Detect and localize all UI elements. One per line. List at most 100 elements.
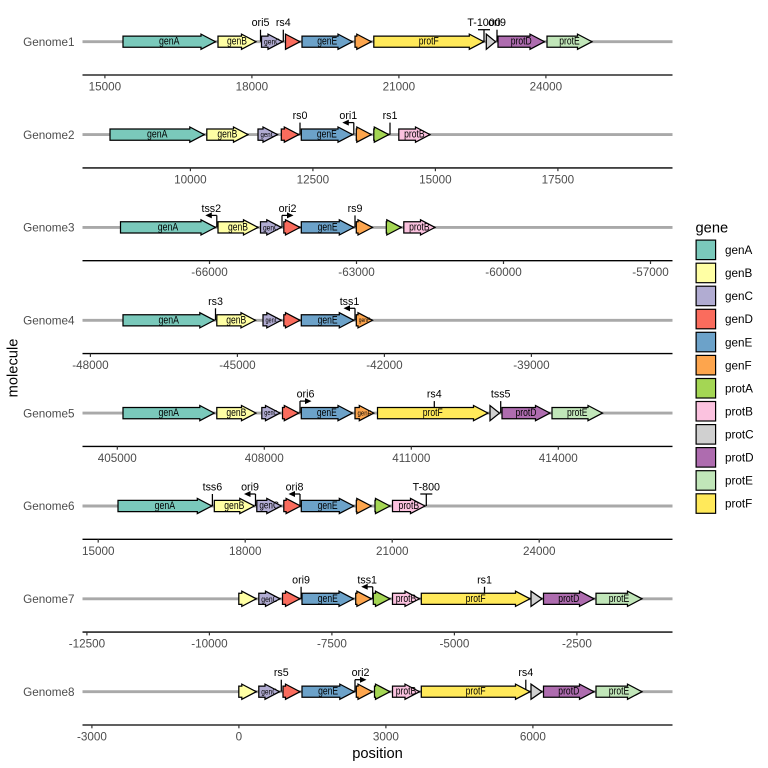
svg-text:genB: genB bbox=[224, 500, 244, 512]
svg-text:genA: genA bbox=[147, 129, 168, 141]
svg-text:protB: protB bbox=[396, 593, 417, 605]
svg-text:15000: 15000 bbox=[82, 545, 115, 558]
svg-text:tss5: tss5 bbox=[491, 389, 511, 401]
svg-text:T-800: T-800 bbox=[413, 482, 440, 494]
svg-text:gene: gene bbox=[696, 221, 729, 237]
svg-text:protE: protE bbox=[567, 407, 588, 419]
svg-text:-39000: -39000 bbox=[513, 359, 550, 372]
svg-text:position: position bbox=[352, 746, 403, 762]
svg-text:tss1: tss1 bbox=[340, 296, 360, 308]
svg-text:24000: 24000 bbox=[523, 545, 556, 558]
svg-text:genE: genE bbox=[317, 36, 337, 48]
svg-text:genC: genC bbox=[263, 222, 279, 232]
svg-text:-60000: -60000 bbox=[485, 266, 522, 279]
svg-text:-10000: -10000 bbox=[191, 638, 228, 651]
svg-text:rs1: rs1 bbox=[383, 110, 398, 122]
svg-text:protA: protA bbox=[725, 382, 753, 395]
svg-text:genE: genE bbox=[317, 129, 337, 141]
svg-text:-48000: -48000 bbox=[72, 359, 109, 372]
svg-text:genC: genC bbox=[264, 409, 277, 417]
svg-text:rs0: rs0 bbox=[293, 110, 308, 122]
svg-text:-45000: -45000 bbox=[219, 359, 256, 372]
svg-text:genB: genB bbox=[228, 221, 248, 233]
svg-text:Genome7: Genome7 bbox=[23, 593, 74, 606]
svg-text:408000: 408000 bbox=[245, 452, 285, 465]
svg-text:genB: genB bbox=[227, 36, 247, 48]
svg-text:genF: genF bbox=[359, 317, 370, 324]
svg-text:Genome5: Genome5 bbox=[23, 407, 75, 420]
svg-text:protC: protC bbox=[725, 429, 754, 442]
svg-text:protF: protF bbox=[725, 498, 752, 511]
svg-text:Genome2: Genome2 bbox=[23, 129, 74, 142]
svg-text:protB: protB bbox=[725, 406, 753, 419]
svg-text:genE: genE bbox=[318, 686, 338, 698]
svg-text:-7500: -7500 bbox=[317, 638, 347, 651]
svg-text:genC: genC bbox=[265, 316, 278, 324]
svg-text:protD: protD bbox=[516, 407, 537, 419]
svg-text:genB: genB bbox=[226, 407, 246, 419]
svg-text:protD: protD bbox=[558, 593, 579, 605]
svg-text:genE: genE bbox=[318, 221, 338, 233]
svg-text:genC: genC bbox=[261, 594, 277, 604]
svg-text:24000: 24000 bbox=[530, 81, 563, 94]
svg-text:rs4: rs4 bbox=[276, 17, 291, 29]
svg-text:genE: genE bbox=[318, 593, 338, 605]
svg-text:12500: 12500 bbox=[297, 173, 330, 186]
svg-text:protE: protE bbox=[609, 686, 630, 698]
svg-text:ori2: ori2 bbox=[352, 667, 370, 679]
svg-text:genA: genA bbox=[158, 221, 179, 233]
svg-text:-12500: -12500 bbox=[69, 638, 106, 651]
svg-text:3000: 3000 bbox=[373, 731, 400, 744]
svg-text:genB: genB bbox=[217, 129, 237, 141]
svg-text:ori2: ori2 bbox=[279, 203, 297, 215]
svg-text:genC: genC bbox=[725, 290, 753, 303]
svg-text:6000: 6000 bbox=[520, 731, 547, 744]
svg-text:18000: 18000 bbox=[229, 545, 262, 558]
svg-text:protE: protE bbox=[609, 593, 630, 605]
svg-text:tss2: tss2 bbox=[201, 203, 221, 215]
svg-text:genB: genB bbox=[725, 267, 753, 280]
svg-text:17500: 17500 bbox=[542, 173, 575, 186]
svg-text:protE: protE bbox=[559, 36, 580, 48]
svg-text:protD: protD bbox=[558, 686, 579, 698]
svg-text:rs1: rs1 bbox=[477, 574, 492, 586]
svg-text:tss6: tss6 bbox=[203, 482, 223, 494]
svg-text:protF: protF bbox=[466, 686, 486, 698]
svg-text:405000: 405000 bbox=[98, 452, 138, 465]
svg-text:18000: 18000 bbox=[236, 81, 269, 94]
svg-text:Genome6: Genome6 bbox=[23, 500, 74, 513]
svg-text:ori8: ori8 bbox=[286, 482, 304, 494]
svg-text:21000: 21000 bbox=[383, 81, 416, 94]
svg-text:genB: genB bbox=[226, 314, 246, 326]
svg-text:genA: genA bbox=[158, 314, 179, 326]
svg-text:-2500: -2500 bbox=[562, 638, 592, 651]
svg-text:rs5: rs5 bbox=[274, 667, 289, 679]
svg-text:protB: protB bbox=[409, 221, 430, 233]
svg-text:ori5: ori5 bbox=[252, 17, 270, 29]
svg-text:genA: genA bbox=[155, 500, 176, 512]
svg-text:T-1000: T-1000 bbox=[467, 17, 500, 29]
svg-text:rs4: rs4 bbox=[518, 667, 533, 679]
svg-text:genC: genC bbox=[261, 687, 277, 697]
svg-text:411000: 411000 bbox=[392, 452, 431, 465]
svg-text:rs4: rs4 bbox=[427, 389, 442, 401]
svg-text:genE: genE bbox=[317, 407, 337, 419]
svg-text:414000: 414000 bbox=[539, 452, 579, 465]
svg-text:protD: protD bbox=[725, 452, 754, 465]
svg-text:rs9: rs9 bbox=[348, 203, 363, 215]
svg-text:protF: protF bbox=[419, 36, 439, 48]
svg-text:genC: genC bbox=[264, 37, 280, 47]
svg-text:ori9: ori9 bbox=[488, 17, 506, 29]
svg-text:Genome4: Genome4 bbox=[23, 315, 75, 328]
svg-text:Genome1: Genome1 bbox=[23, 36, 74, 49]
svg-text:genF: genF bbox=[358, 409, 372, 418]
svg-text:15000: 15000 bbox=[419, 173, 452, 186]
svg-text:-57000: -57000 bbox=[632, 266, 669, 279]
svg-text:genD: genD bbox=[725, 313, 753, 326]
svg-text:ori1: ori1 bbox=[339, 110, 357, 122]
svg-text:genE: genE bbox=[725, 336, 753, 349]
svg-text:0: 0 bbox=[236, 731, 243, 744]
svg-text:genE: genE bbox=[318, 500, 338, 512]
svg-text:genA: genA bbox=[159, 36, 180, 48]
svg-text:genE: genE bbox=[318, 314, 338, 326]
